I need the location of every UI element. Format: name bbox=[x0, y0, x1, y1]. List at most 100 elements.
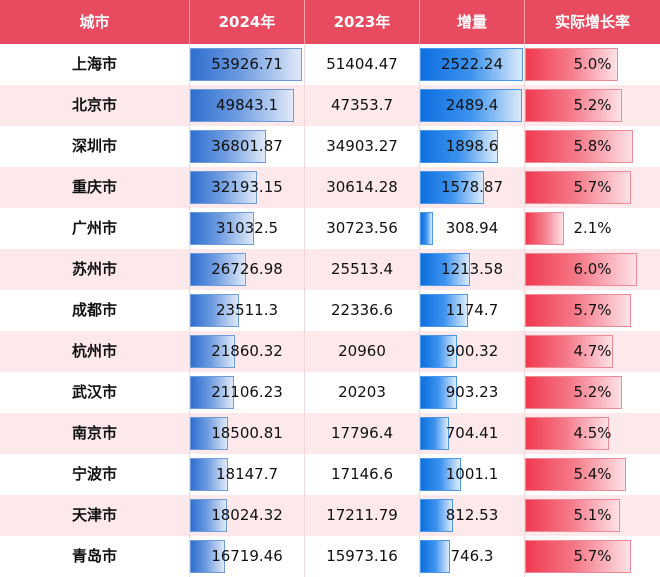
value-2023: 20960 bbox=[338, 342, 386, 360]
value-2023-cell: 25513.4 bbox=[305, 249, 420, 290]
table-row: 上海市 53926.71 51404.47 2522.24 5.0% bbox=[0, 44, 660, 85]
increase-cell: 308.94 bbox=[420, 208, 525, 249]
value-increase: 704.41 bbox=[445, 424, 499, 442]
bar-increase bbox=[420, 376, 457, 409]
value-2023: 30723.56 bbox=[326, 219, 398, 237]
value-growth-rate: 2.1% bbox=[573, 219, 612, 237]
value-2024-cell: 26726.98 bbox=[190, 249, 305, 290]
increase-cell: 1001.1 bbox=[420, 454, 525, 495]
value-2023-cell: 22336.6 bbox=[305, 290, 420, 331]
city-cell: 北京市 bbox=[0, 85, 190, 126]
value-2023-cell: 30723.56 bbox=[305, 208, 420, 249]
increase-cell: 812.53 bbox=[420, 495, 525, 536]
bar-increase bbox=[420, 417, 449, 450]
value-increase: 2522.24 bbox=[440, 55, 504, 73]
growth-rate-cell: 5.4% bbox=[525, 454, 660, 495]
table-row: 武汉市 21106.23 20203 903.23 5.2% bbox=[0, 372, 660, 413]
bar-growth-rate bbox=[525, 417, 609, 450]
bar-growth-rate bbox=[525, 376, 623, 409]
bar-2024 bbox=[190, 89, 294, 122]
table-row: 成都市 23511.3 22336.6 1174.7 5.7% bbox=[0, 290, 660, 331]
value-2024: 18500.81 bbox=[211, 424, 283, 442]
value-growth-rate: 5.4% bbox=[573, 465, 612, 483]
value-2024: 26726.98 bbox=[211, 260, 283, 278]
growth-rate-cell: 6.0% bbox=[525, 249, 660, 290]
value-2023: 15973.16 bbox=[326, 547, 398, 565]
value-increase: 1578.87 bbox=[440, 178, 504, 196]
table-row: 重庆市 32193.15 30614.28 1578.87 5.7% bbox=[0, 167, 660, 208]
growth-rate-cell: 5.7% bbox=[525, 290, 660, 331]
value-2023: 34903.27 bbox=[326, 137, 398, 155]
increase-cell: 900.32 bbox=[420, 331, 525, 372]
value-2023: 30614.28 bbox=[326, 178, 398, 196]
city-cell: 苏州市 bbox=[0, 249, 190, 290]
value-growth-rate: 5.2% bbox=[573, 96, 612, 114]
value-2024: 53926.71 bbox=[211, 55, 283, 73]
bar-growth-rate bbox=[525, 48, 619, 81]
value-2024: 18024.32 bbox=[211, 506, 283, 524]
value-growth-rate: 5.7% bbox=[573, 547, 612, 565]
city-cell: 广州市 bbox=[0, 208, 190, 249]
value-growth-rate: 5.1% bbox=[573, 506, 612, 524]
value-increase: 1174.7 bbox=[445, 301, 499, 319]
bar-increase bbox=[420, 253, 470, 286]
increase-cell: 1898.6 bbox=[420, 126, 525, 167]
value-2023: 51404.47 bbox=[326, 55, 398, 73]
value-2024: 23511.3 bbox=[215, 301, 279, 319]
increase-cell: 1174.7 bbox=[420, 290, 525, 331]
value-increase: 2489.4 bbox=[445, 96, 499, 114]
bar-2024 bbox=[190, 540, 225, 573]
table-row: 广州市 31032.5 30723.56 308.94 2.1% bbox=[0, 208, 660, 249]
bar-increase bbox=[420, 89, 522, 122]
value-increase: 746.3 bbox=[450, 547, 494, 565]
bar-increase bbox=[420, 458, 461, 491]
bar-increase bbox=[420, 48, 523, 81]
bar-growth-rate bbox=[525, 171, 632, 204]
bar-2024 bbox=[190, 212, 255, 245]
bar-2024 bbox=[190, 171, 257, 204]
growth-rate-cell: 5.2% bbox=[525, 85, 660, 126]
value-2024-cell: 32193.15 bbox=[190, 167, 305, 208]
value-2024-cell: 36801.87 bbox=[190, 126, 305, 167]
growth-rate-cell: 5.7% bbox=[525, 167, 660, 208]
increase-cell: 746.3 bbox=[420, 536, 525, 577]
value-2023-cell: 51404.47 bbox=[305, 44, 420, 85]
bar-2024 bbox=[190, 458, 228, 491]
value-2024: 49843.1 bbox=[215, 96, 279, 114]
table-row: 南京市 18500.81 17796.4 704.41 4.5% bbox=[0, 413, 660, 454]
value-2023: 17211.79 bbox=[326, 506, 398, 524]
city-cell: 武汉市 bbox=[0, 372, 190, 413]
bar-2024 bbox=[190, 417, 229, 450]
header-2023: 2023年 bbox=[305, 0, 420, 44]
bar-growth-rate bbox=[525, 89, 623, 122]
value-2024-cell: 49843.1 bbox=[190, 85, 305, 126]
growth-rate-cell: 5.1% bbox=[525, 495, 660, 536]
city-cell: 重庆市 bbox=[0, 167, 190, 208]
bar-increase bbox=[420, 171, 485, 204]
bar-growth-rate bbox=[525, 540, 632, 573]
city-cell: 南京市 bbox=[0, 413, 190, 454]
value-2024-cell: 21106.23 bbox=[190, 372, 305, 413]
bar-2024 bbox=[190, 499, 228, 532]
city-cell: 宁波市 bbox=[0, 454, 190, 495]
value-growth-rate: 4.5% bbox=[573, 424, 612, 442]
bar-growth-rate bbox=[525, 458, 626, 491]
value-2023: 20203 bbox=[338, 383, 386, 401]
bar-increase bbox=[420, 335, 457, 368]
value-2024: 18147.7 bbox=[215, 465, 279, 483]
bar-2024 bbox=[190, 335, 236, 368]
value-increase: 1001.1 bbox=[445, 465, 499, 483]
value-growth-rate: 5.8% bbox=[573, 137, 612, 155]
bar-increase bbox=[420, 130, 498, 163]
value-2023: 17796.4 bbox=[330, 424, 394, 442]
bar-2024 bbox=[190, 130, 267, 163]
header-increase: 增量 bbox=[420, 0, 525, 44]
growth-rate-cell: 4.7% bbox=[525, 331, 660, 372]
header-city: 城市 bbox=[0, 0, 190, 44]
increase-cell: 1578.87 bbox=[420, 167, 525, 208]
growth-rate-cell: 5.2% bbox=[525, 372, 660, 413]
value-growth-rate: 5.7% bbox=[573, 178, 612, 196]
increase-cell: 704.41 bbox=[420, 413, 525, 454]
header-2024: 2024年 bbox=[190, 0, 305, 44]
